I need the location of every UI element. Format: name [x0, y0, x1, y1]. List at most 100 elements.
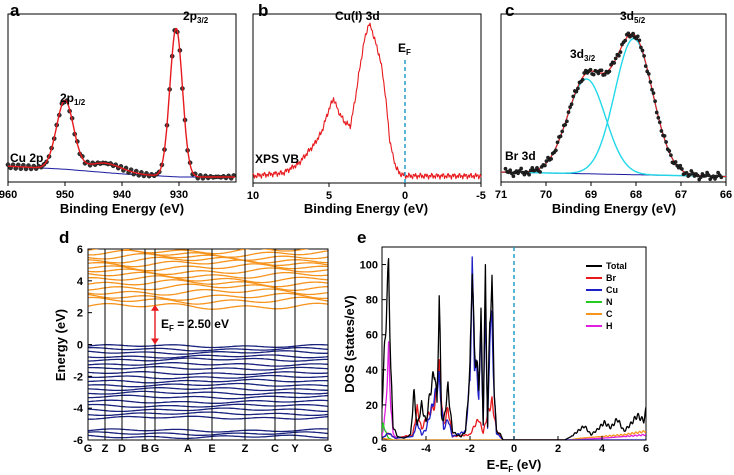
panel-c-data-point — [678, 163, 683, 168]
panel-c-annot-3d32: 3d3/2 — [570, 47, 596, 63]
panel-c-data-point — [580, 77, 585, 82]
valence-band — [88, 346, 328, 352]
panel-b-frame — [252, 13, 482, 184]
panel-c-data-point — [639, 45, 643, 50]
panel-c-data-point — [631, 31, 635, 36]
panel-a-annot-2p12-sub: 1/2 — [74, 98, 86, 107]
panel-c-data-point — [508, 168, 513, 173]
panel-e-ytick-label: 60 — [366, 330, 378, 342]
panel-c-data-point — [653, 99, 657, 104]
panel-c-data-point — [549, 157, 554, 161]
panel-c-data-point — [617, 53, 621, 58]
kpoint-label: Y — [291, 443, 299, 455]
panel-a-xlabel: Binding Energy (eV) — [60, 201, 184, 216]
conduction-band — [88, 249, 310, 255]
panel-c-annot-3d32-sub: 3/2 — [584, 54, 596, 63]
panel-c-data-point — [602, 72, 607, 77]
panel-d-ytick-label: -6 — [73, 435, 83, 447]
panel-b-annot-xpsvb: XPS VB — [255, 152, 299, 166]
panel-c-data-point — [651, 91, 656, 95]
panel-b-x-tick-label: 10 — [247, 190, 259, 202]
panel-c-data-point — [618, 50, 623, 54]
conduction-band — [88, 283, 328, 291]
panel-a-annot-cu2p-base: Cu 2p — [10, 151, 43, 165]
valence-band — [88, 411, 328, 417]
panel-e-xtick-label: -4 — [421, 443, 432, 455]
panel-c-data-point — [538, 170, 542, 174]
panel-d-label: d — [59, 228, 69, 247]
panel-e-frame — [381, 246, 647, 441]
panel-c-data-point — [554, 148, 558, 153]
kpoint-label: G — [151, 443, 160, 455]
dos-series-total — [382, 257, 646, 440]
kpoint-label: Z — [242, 443, 249, 455]
valence-band — [88, 428, 328, 433]
panel-c-data-point — [558, 134, 563, 139]
valence-band — [88, 434, 328, 440]
panel-b-annot-cu3d-base: Cu(I) 3d — [335, 9, 380, 23]
kpoint-label: E — [208, 443, 215, 455]
kpoint-label: B — [141, 443, 149, 455]
panel-c-data-point — [596, 71, 601, 76]
panel-c-data-point — [680, 167, 684, 171]
panel-c-data-point — [657, 120, 662, 125]
legend-label-h: H — [606, 321, 613, 331]
panel-c-data-point — [646, 72, 651, 76]
panel-c-data-point — [684, 170, 689, 175]
panel-c-data-point — [576, 86, 580, 91]
panel-c-x-tick-label: 69 — [585, 189, 597, 201]
panel-c-x-tick-label: 70 — [540, 189, 552, 201]
valence-band — [88, 399, 328, 404]
panel-c-data-point — [703, 173, 708, 178]
panel-c-x-tick-label: 71 — [495, 189, 507, 201]
panel-c-data-point — [543, 163, 547, 168]
valence-band — [88, 382, 328, 388]
panel-c-data-point — [640, 48, 645, 53]
panel-e-ytick-label: 0 — [372, 435, 378, 447]
panel-c-data-point — [535, 165, 539, 170]
gap-arrow-head-bottom — [151, 338, 159, 345]
panel-c-data-point — [519, 166, 524, 171]
panel-d-gap-label-sub: F — [169, 324, 174, 333]
kpoint-label: Z — [102, 443, 109, 455]
conduction-band — [88, 259, 328, 268]
panel-a-x-tick-label: 940 — [113, 189, 131, 201]
panel-c-data-point — [522, 172, 527, 177]
panel-c-data-point — [503, 166, 508, 171]
panel-a-label: a — [10, 1, 20, 20]
panel-b-label: b — [258, 1, 268, 20]
panel-c-data-point — [643, 64, 648, 68]
panel-c-x-tick-label: 66 — [720, 189, 732, 201]
panel-c-data-point — [544, 159, 549, 163]
panel-b-x-tick-label: 0 — [402, 190, 408, 202]
panel-a-annot-2p12-base: 2p — [60, 91, 74, 105]
panel-c-frame — [500, 13, 727, 183]
panel-c-data-point — [591, 72, 596, 77]
panel-e-ytick-label: 100 — [360, 260, 378, 272]
valence-band — [88, 374, 328, 380]
valence-band — [88, 403, 328, 408]
panel-c-data-point — [673, 160, 678, 164]
conduction-band — [88, 292, 328, 301]
panel-a-annot-cu2p: Cu 2p — [10, 151, 43, 165]
panel-b-x-tick-label: 5 — [326, 190, 332, 202]
panel-c-annot-3d52: 3d5/2 — [620, 9, 646, 25]
panel-e-xlabel-base: E-E — [487, 457, 509, 472]
panel-c-annot-3d32-base: 3d — [570, 47, 584, 61]
panel-e-xtick-label: 6 — [643, 443, 649, 455]
panel-c-data-point — [669, 153, 673, 158]
panel-c-data-point — [574, 89, 579, 94]
panel-c-data-point — [706, 173, 711, 178]
conduction-band — [88, 296, 328, 305]
panel-e-label: e — [357, 228, 366, 247]
panel-d-bands — [88, 249, 328, 440]
legend-label-total: Total — [606, 261, 627, 271]
panel-c-data-point — [607, 69, 612, 74]
panel-a-annot-2p32: 2p3/2 — [183, 9, 209, 25]
panel-c-data-points — [503, 31, 724, 182]
panel-c-data-point — [568, 105, 572, 109]
conduction-band — [88, 279, 328, 288]
panel-c-data-point — [637, 38, 642, 43]
panel-b-annot-xpsvb-base: XPS VB — [255, 152, 299, 166]
panel-c-data-point — [623, 38, 628, 43]
